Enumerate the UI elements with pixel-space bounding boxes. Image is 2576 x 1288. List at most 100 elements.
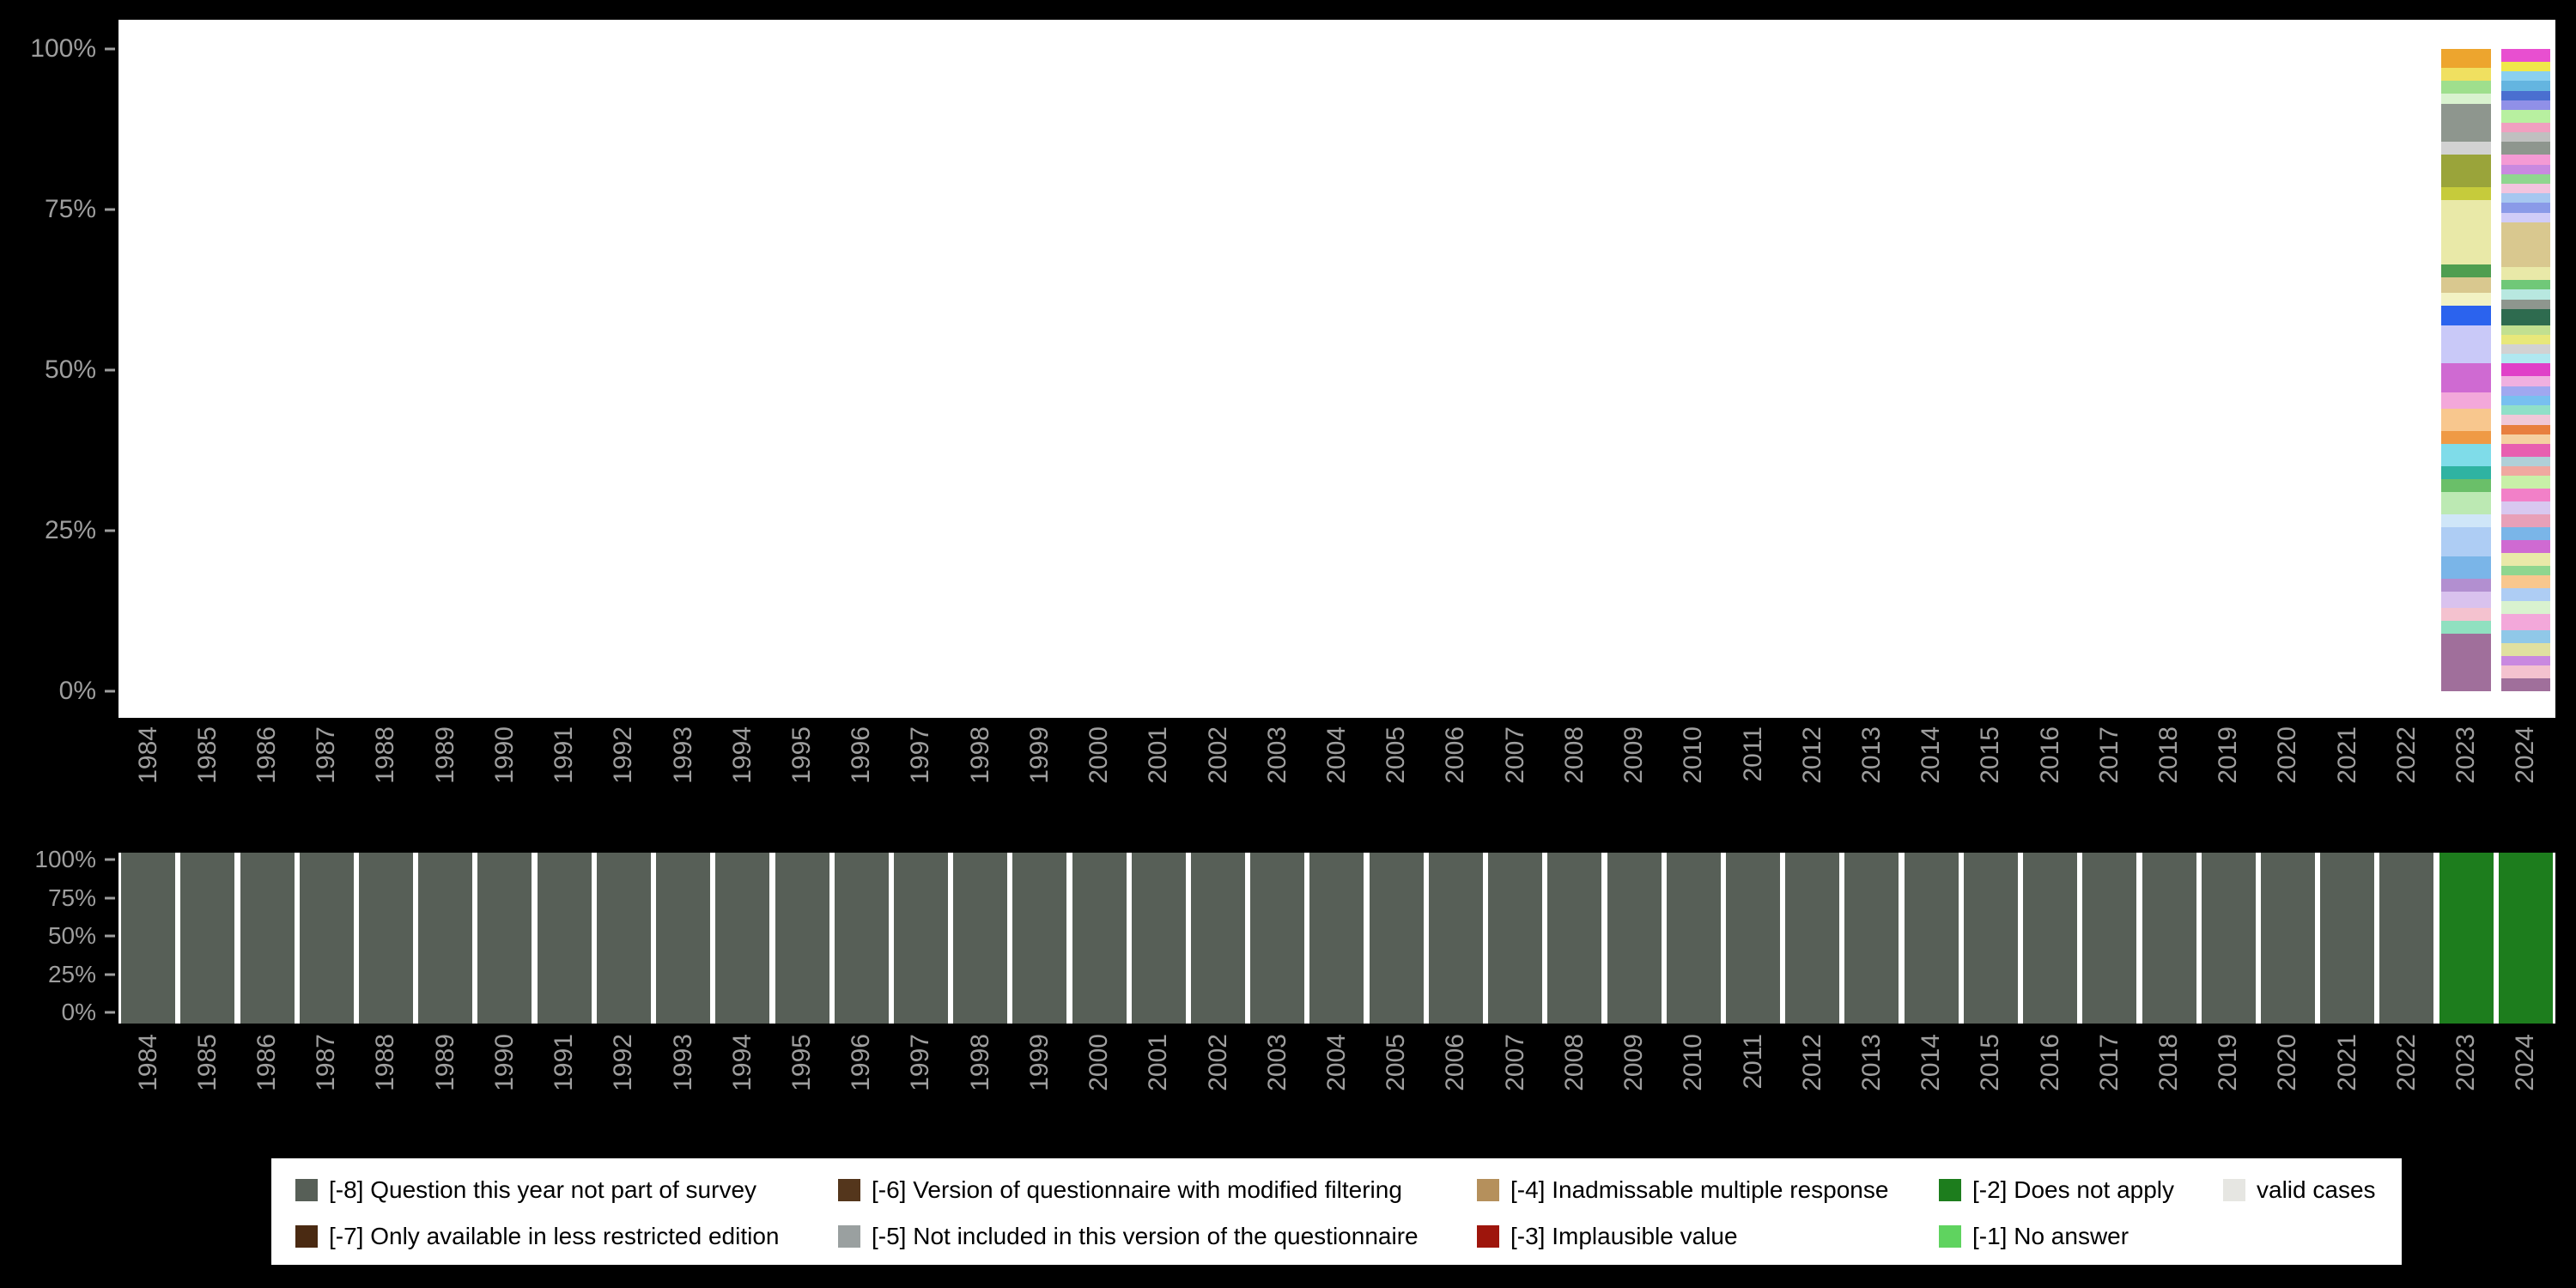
- bar-segment[interactable]: [2441, 94, 2491, 104]
- missing-bar-1987[interactable]: [299, 853, 354, 1024]
- missing-bar-2018[interactable]: [2142, 853, 2196, 1024]
- category-bar-2024[interactable]: [2500, 49, 2551, 691]
- bar-segment[interactable]: [715, 853, 770, 1024]
- bar-segment[interactable]: [2500, 267, 2551, 281]
- missing-bar-2015[interactable]: [1963, 853, 2018, 1024]
- bar-segment[interactable]: [1844, 853, 1899, 1024]
- bar-segment[interactable]: [1488, 853, 1543, 1024]
- bar-segment[interactable]: [2500, 476, 2551, 489]
- bar-segment[interactable]: [2320, 853, 2375, 1024]
- bar-segment[interactable]: [240, 853, 295, 1024]
- bar-segment[interactable]: [2500, 527, 2551, 541]
- bar-segment[interactable]: [2441, 142, 2491, 155]
- bar-segment[interactable]: [2441, 556, 2491, 580]
- bar-segment[interactable]: [2500, 677, 2551, 691]
- missing-bar-2009[interactable]: [1607, 853, 1662, 1024]
- bar-segment[interactable]: [2201, 853, 2256, 1024]
- bar-segment[interactable]: [2441, 633, 2491, 691]
- bar-segment[interactable]: [180, 853, 235, 1024]
- bar-segment[interactable]: [1309, 853, 1364, 1024]
- missing-bar-2008[interactable]: [1547, 853, 1602, 1024]
- bar-segment[interactable]: [2498, 853, 2553, 1024]
- bar-segment[interactable]: [2441, 325, 2491, 364]
- missing-bar-1986[interactable]: [240, 853, 295, 1024]
- bar-segment[interactable]: [1012, 853, 1067, 1024]
- missing-bar-2016[interactable]: [2023, 853, 2078, 1024]
- bar-segment[interactable]: [2260, 853, 2315, 1024]
- bar-segment[interactable]: [358, 853, 413, 1024]
- bar-segment[interactable]: [2500, 81, 2551, 91]
- bar-segment[interactable]: [2500, 71, 2551, 82]
- bar-segment[interactable]: [2500, 164, 2551, 174]
- bar-segment[interactable]: [1963, 853, 2018, 1024]
- missing-bar-1995[interactable]: [775, 853, 829, 1024]
- bar-segment[interactable]: [2500, 629, 2551, 643]
- missing-bar-2004[interactable]: [1309, 853, 1364, 1024]
- bar-segment[interactable]: [2379, 853, 2434, 1024]
- missing-bar-1984[interactable]: [121, 853, 176, 1024]
- missing-bar-2001[interactable]: [1131, 853, 1186, 1024]
- bar-segment[interactable]: [2439, 853, 2494, 1024]
- bar-segment[interactable]: [2500, 614, 2551, 630]
- bar-segment[interactable]: [2500, 655, 2551, 665]
- bar-segment[interactable]: [2441, 293, 2491, 307]
- missing-bar-2020[interactable]: [2260, 853, 2315, 1024]
- category-bar-2023[interactable]: [2441, 49, 2491, 691]
- missing-bar-2000[interactable]: [1072, 853, 1127, 1024]
- bar-segment[interactable]: [953, 853, 1008, 1024]
- bar-segment[interactable]: [2441, 607, 2491, 621]
- bar-segment[interactable]: [2441, 276, 2491, 294]
- bar-segment[interactable]: [2500, 132, 2551, 143]
- bar-segment[interactable]: [2500, 553, 2551, 567]
- bar-segment[interactable]: [2500, 344, 2551, 355]
- bar-segment[interactable]: [2441, 199, 2491, 264]
- bar-segment[interactable]: [2500, 90, 2551, 100]
- bar-segment[interactable]: [2500, 354, 2551, 364]
- bar-segment[interactable]: [2500, 203, 2551, 213]
- bar-segment[interactable]: [477, 853, 532, 1024]
- missing-bar-2005[interactable]: [1369, 853, 1424, 1024]
- missing-bar-1996[interactable]: [834, 853, 889, 1024]
- bar-segment[interactable]: [1428, 853, 1483, 1024]
- bar-segment[interactable]: [1785, 853, 1840, 1024]
- bar-segment[interactable]: [2500, 415, 2551, 425]
- bar-segment[interactable]: [2500, 395, 2551, 406]
- bar-segment[interactable]: [537, 853, 592, 1024]
- bar-segment[interactable]: [2500, 155, 2551, 165]
- bar-segment[interactable]: [2441, 492, 2491, 515]
- bar-segment[interactable]: [2500, 49, 2551, 62]
- missing-bar-2011[interactable]: [1726, 853, 1780, 1024]
- bar-segment[interactable]: [1369, 853, 1424, 1024]
- bar-segment[interactable]: [2500, 299, 2551, 309]
- bar-segment[interactable]: [834, 853, 889, 1024]
- missing-bar-1997[interactable]: [893, 853, 948, 1024]
- bar-segment[interactable]: [1072, 853, 1127, 1024]
- bar-segment[interactable]: [2023, 853, 2078, 1024]
- missing-bar-2021[interactable]: [2320, 853, 2375, 1024]
- bar-segment[interactable]: [121, 853, 176, 1024]
- missing-bar-2010[interactable]: [1666, 853, 1721, 1024]
- bar-segment[interactable]: [2441, 408, 2491, 432]
- missing-bar-2019[interactable]: [2201, 853, 2256, 1024]
- missing-bar-1991[interactable]: [537, 853, 592, 1024]
- bar-segment[interactable]: [1131, 853, 1186, 1024]
- missing-bar-1993[interactable]: [656, 853, 711, 1024]
- missing-bar-2017[interactable]: [2082, 853, 2137, 1024]
- bar-segment[interactable]: [2500, 222, 2551, 268]
- bar-segment[interactable]: [2500, 61, 2551, 72]
- missing-bar-1999[interactable]: [1012, 853, 1067, 1024]
- bar-segment[interactable]: [2500, 466, 2551, 477]
- bar-segment[interactable]: [2441, 68, 2491, 82]
- bar-segment[interactable]: [2441, 592, 2491, 608]
- bar-segment[interactable]: [2082, 853, 2137, 1024]
- bar-segment[interactable]: [1547, 853, 1602, 1024]
- bar-segment[interactable]: [1726, 853, 1780, 1024]
- bar-segment[interactable]: [2500, 193, 2551, 204]
- bar-segment[interactable]: [656, 853, 711, 1024]
- bar-segment[interactable]: [1666, 853, 1721, 1024]
- bar-segment[interactable]: [2500, 325, 2551, 335]
- bar-segment[interactable]: [2142, 853, 2196, 1024]
- bar-segment[interactable]: [2500, 566, 2551, 576]
- bar-segment[interactable]: [2500, 100, 2551, 111]
- missing-bar-2007[interactable]: [1488, 853, 1543, 1024]
